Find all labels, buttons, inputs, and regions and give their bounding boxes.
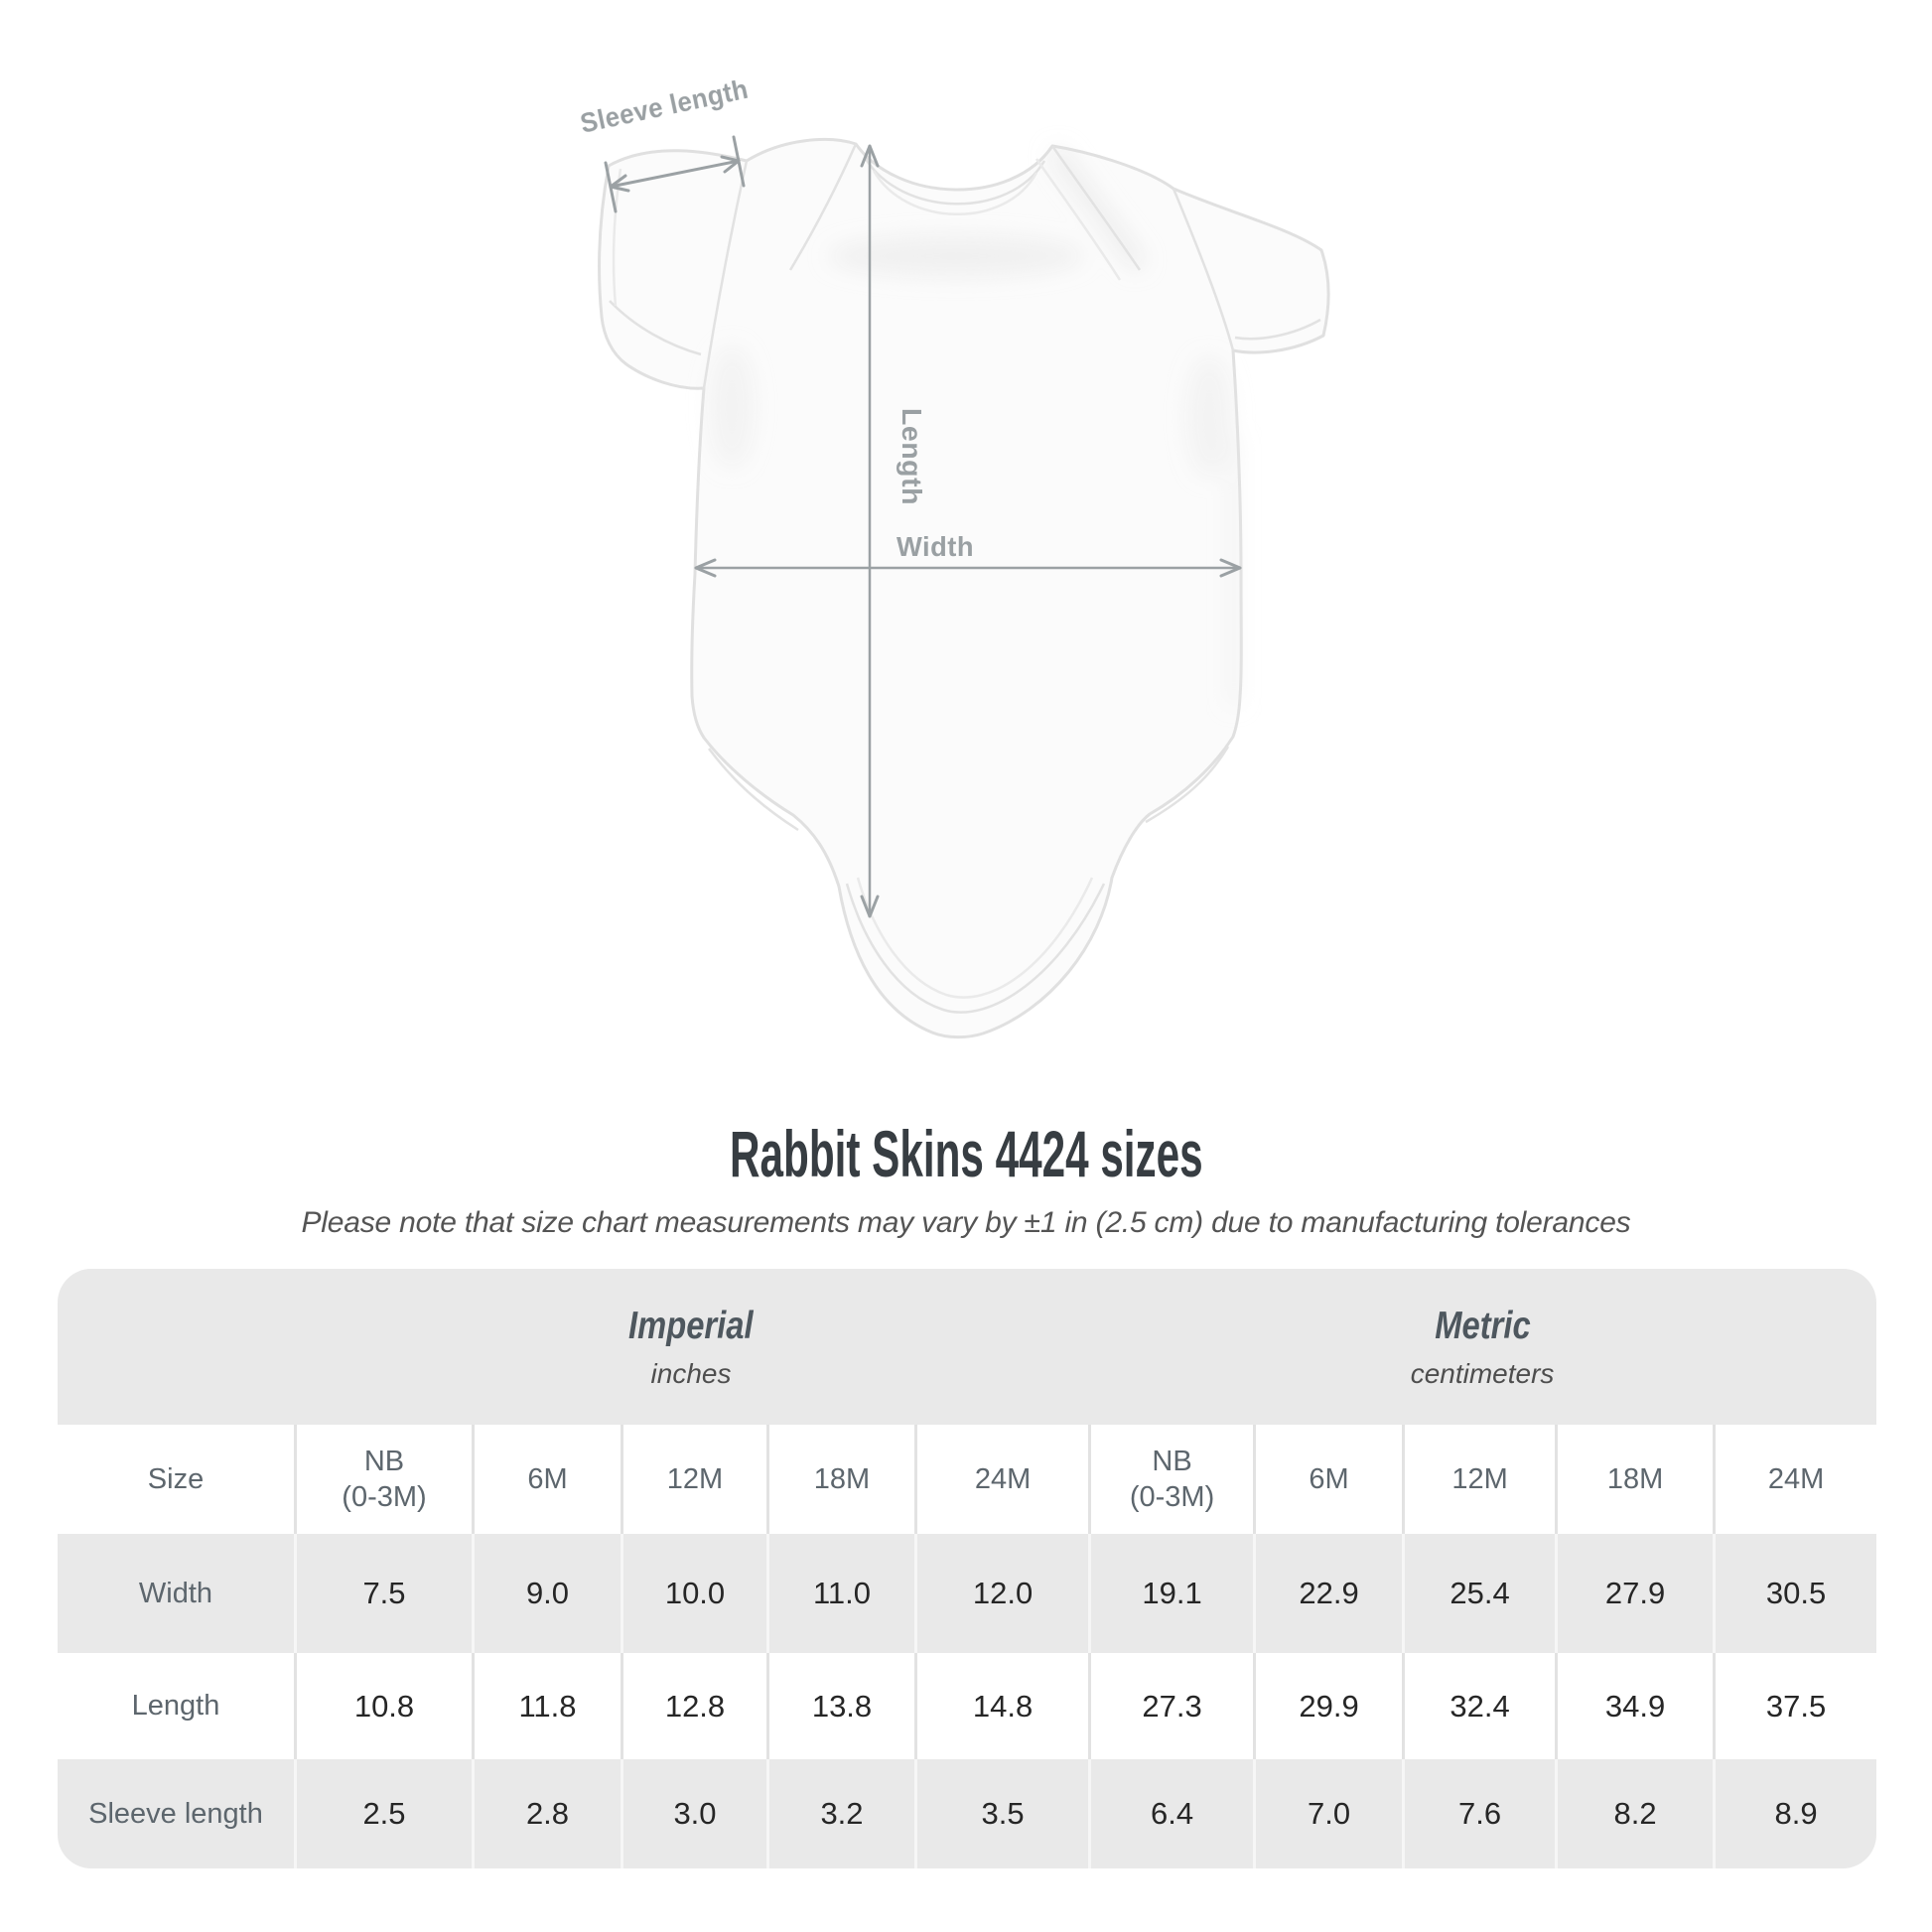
value-cell: 8.2 [1555, 1759, 1714, 1868]
right-armhole-seam [1172, 188, 1235, 351]
size-header-row: Size NB (0-3M) 6M 12M 18M 24M NB (0-3M) … [58, 1425, 1877, 1534]
value-cell: 30.5 [1713, 1534, 1877, 1653]
length-arrow [860, 144, 880, 918]
value-cell: 25.4 [1402, 1534, 1556, 1653]
value-cell: 34.9 [1555, 1653, 1714, 1759]
neckband-stitch [872, 170, 1038, 215]
sleeve-length-row-label: Sleeve length [58, 1759, 294, 1868]
value-cell: 12.8 [621, 1653, 766, 1759]
col-header-metric-6m: 6M [1253, 1425, 1403, 1534]
size-row-header: Size [58, 1425, 294, 1534]
left-cuff-seam [609, 300, 702, 356]
col-header-metric-18m: 18M [1555, 1425, 1714, 1534]
length-label: Length [897, 408, 927, 505]
value-cell: 11.0 [766, 1534, 914, 1653]
length-row: Length 10.8 11.8 12.8 13.8 14.8 27.3 29.… [58, 1653, 1877, 1759]
col-header-imperial-12m: 12M [621, 1425, 766, 1534]
value-cell: 3.2 [766, 1759, 914, 1868]
col-header-metric-12m: 12M [1402, 1425, 1556, 1534]
title-block: Rabbit Skins 4424 sizes Please note that… [0, 1117, 1932, 1240]
width-arrow [694, 558, 1242, 578]
size-table: Imperial inches Metric centimeters Size … [58, 1269, 1877, 1868]
crotch-flap-stitch [856, 877, 1094, 999]
value-cell: 37.5 [1713, 1653, 1877, 1759]
imperial-group-label: Imperial [628, 1304, 754, 1347]
left-armhole-seam [702, 160, 749, 389]
right-hem-seam [1145, 746, 1230, 824]
page-title: Rabbit Skins 4424 sizes [729, 1117, 1203, 1190]
neckband-seam [864, 158, 1046, 206]
imperial-group-unit: inches [650, 1357, 732, 1389]
metric-group-header: Metric centimeters [1088, 1269, 1877, 1425]
crotch-flap-seam [845, 883, 1106, 1014]
value-cell: 10.0 [621, 1534, 766, 1653]
value-cell: 2.8 [472, 1759, 621, 1868]
onesie-measurement-diagram: Sleeve length Length Width [578, 73, 1330, 1039]
value-cell: 3.0 [621, 1759, 766, 1868]
sleeve-length-arrow [604, 135, 746, 213]
metric-group-label: Metric [1434, 1304, 1531, 1347]
col-header-imperial-6m: 6M [472, 1425, 621, 1534]
col-header-imperial-nb: NB (0-3M) [294, 1425, 472, 1534]
sleeve-length-row: Sleeve length 2.5 2.8 3.0 3.2 3.5 6.4 7.… [58, 1759, 1877, 1868]
value-cell: 10.8 [294, 1653, 472, 1759]
imperial-group-header: Imperial inches [294, 1269, 1089, 1425]
length-row-label: Length [58, 1653, 294, 1759]
metric-group-unit: centimeters [1410, 1357, 1555, 1389]
value-cell: 27.3 [1088, 1653, 1254, 1759]
value-cell: 8.9 [1713, 1759, 1877, 1868]
left-hem-seam [708, 748, 799, 832]
right-lap-shoulder-seam [1050, 145, 1142, 271]
value-cell: 29.9 [1253, 1653, 1403, 1759]
value-cell: 32.4 [1402, 1653, 1556, 1759]
col-header-metric-nb: NB (0-3M) [1088, 1425, 1254, 1534]
value-cell: 11.8 [472, 1653, 621, 1759]
value-cell: 19.1 [1088, 1534, 1254, 1653]
value-cell: 27.9 [1555, 1534, 1714, 1653]
unit-group-header-row: Imperial inches Metric centimeters [58, 1269, 1877, 1425]
onesie-silhouette [598, 138, 1330, 1039]
width-label: Width [897, 531, 974, 562]
value-cell: 14.8 [914, 1653, 1089, 1759]
value-cell: 7.0 [1253, 1759, 1403, 1868]
right-cuff-seam [1234, 318, 1321, 341]
col-header-imperial-24m: 24M [914, 1425, 1089, 1534]
onesie-seams [609, 143, 1321, 1014]
value-cell: 6.4 [1088, 1759, 1254, 1868]
width-row-label: Width [58, 1534, 294, 1653]
sleeve-length-label: Sleeve length [578, 73, 752, 139]
measurement-arrows [604, 135, 1242, 918]
width-row: Width 7.5 9.0 10.0 11.0 12.0 19.1 22.9 2… [58, 1534, 1877, 1653]
page-subtitle: Please note that size chart measurements… [301, 1206, 1631, 1240]
col-header-imperial-18m: 18M [766, 1425, 914, 1534]
value-cell: 12.0 [914, 1534, 1089, 1653]
value-cell: 13.8 [766, 1653, 914, 1759]
value-cell: 7.6 [1402, 1759, 1556, 1868]
onesie-illustration [598, 138, 1330, 1039]
value-cell: 2.5 [294, 1759, 472, 1868]
right-lap-shoulder-seam-2 [1035, 158, 1122, 281]
value-cell: 7.5 [294, 1534, 472, 1653]
col-header-metric-24m: 24M [1713, 1425, 1877, 1534]
table-corner-cell [58, 1269, 294, 1425]
value-cell: 9.0 [472, 1534, 621, 1653]
value-cell: 22.9 [1253, 1534, 1403, 1653]
value-cell: 3.5 [914, 1759, 1089, 1868]
left-lap-shoulder-seam [788, 143, 858, 271]
